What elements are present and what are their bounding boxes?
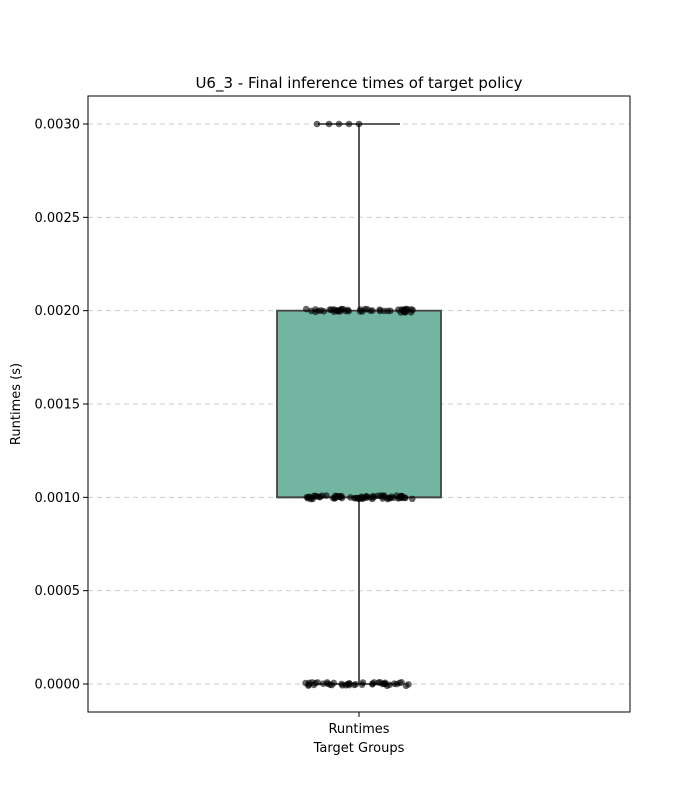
data-point: [369, 307, 376, 314]
data-point: [317, 307, 325, 314]
data-point: [326, 681, 334, 688]
data-point: [376, 306, 383, 313]
data-point: [402, 682, 410, 690]
x-axis-ticks: Runtimes: [328, 712, 390, 737]
data-point: [380, 680, 388, 687]
y-axis-label: Runtimes (s): [9, 363, 24, 445]
data-point: [398, 679, 405, 686]
data-point: [335, 120, 343, 128]
data-point: [346, 680, 353, 687]
data-point: [359, 679, 367, 686]
data-point: [345, 307, 352, 315]
data-point: [305, 681, 313, 689]
data-point: [403, 306, 411, 314]
data-point: [336, 493, 344, 500]
chart-title: U6_3 - Final inference times of target p…: [195, 74, 522, 93]
y-axis-ticks: 0.0000 0.0005 0.0010 0.0015 0.0020 0.0025 0.00…: [35, 118, 88, 693]
data-point: [325, 120, 333, 128]
data-point: [388, 493, 395, 500]
data-point: [313, 120, 321, 128]
y-tick-label: 0.0010: [35, 491, 81, 506]
y-tick-label: 0.0030: [35, 118, 81, 133]
data-point: [347, 494, 354, 501]
y-tick-label: 0.0015: [35, 398, 81, 413]
data-point: [398, 492, 405, 500]
data-point: [379, 495, 386, 502]
data-point: [350, 681, 358, 689]
data-point: [369, 681, 376, 688]
data-point: [345, 120, 353, 128]
y-tick-label: 0.0005: [35, 584, 81, 599]
data-point: [363, 305, 371, 313]
y-tick-label: 0.0025: [35, 211, 81, 226]
y-tick-label: 0.0000: [35, 678, 81, 693]
data-point: [408, 495, 416, 503]
data-point: [312, 306, 319, 313]
data-point: [356, 308, 364, 315]
x-tick-label: Runtimes: [328, 722, 389, 737]
iqr-box: [276, 309, 442, 499]
data-point: [355, 120, 363, 128]
data-point: [313, 493, 321, 500]
strip-points: [302, 120, 416, 690]
data-point: [338, 680, 345, 688]
y-tick-label: 0.0020: [35, 304, 81, 319]
data-point: [359, 494, 367, 502]
x-axis-label: Target Groups: [313, 741, 405, 756]
data-point: [369, 492, 377, 500]
box-plot: [276, 123, 442, 685]
data-point: [306, 493, 313, 501]
data-point: [387, 307, 394, 315]
data-point: [323, 492, 330, 499]
data-point: [397, 309, 405, 316]
data-point: [326, 306, 334, 314]
data-point: [333, 307, 341, 315]
data-point: [409, 306, 416, 314]
data-point: [314, 679, 321, 686]
